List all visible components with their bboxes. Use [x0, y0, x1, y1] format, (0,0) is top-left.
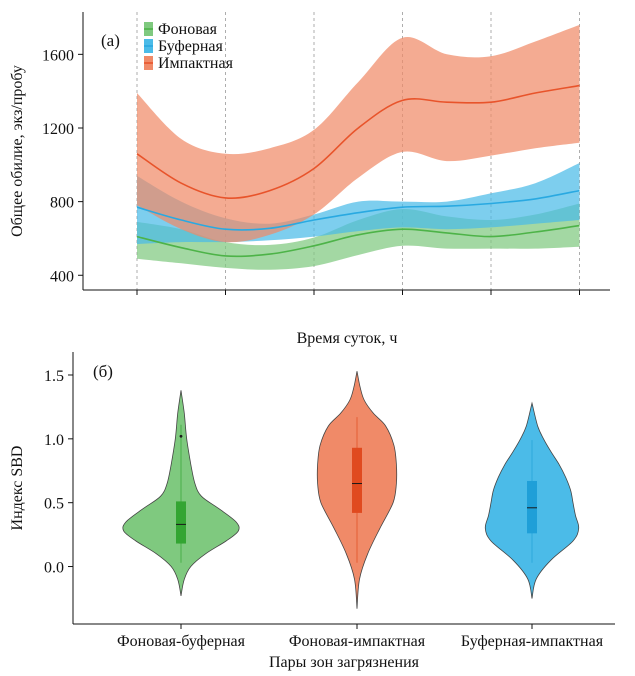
- panel-b-y-tick-label: 0.0: [44, 560, 64, 577]
- box-Фоновая-буферная: [176, 501, 186, 544]
- panel-b-y-ticks: 0.0 0.5 1.0 1.5: [44, 368, 73, 577]
- panel-a-mean-lines: [136, 84, 580, 258]
- panel-b-x-tick-label: Фоновая-буферная: [117, 633, 246, 650]
- panel-b-violin-chart: 0.0 0.5 1.0 1.5 Фоновая-буферная Фоновая-имп…: [9, 352, 615, 671]
- panel-a-y-ticks: 400 800 1200 1600: [42, 47, 83, 285]
- mean-line-Фоновая: [136, 224, 580, 258]
- panel-b-label: (б): [93, 362, 113, 381]
- panel-b-x-label: Пары зон загрязнения: [269, 654, 420, 671]
- legend-label-Импактная: Импактная: [158, 55, 234, 72]
- panel-a-y-tick-label: 1200: [42, 121, 74, 138]
- outlier-Фоновая-буферная: [179, 434, 183, 438]
- panel-a-y-tick-label: 400: [50, 268, 74, 285]
- panel-b-violins: [122, 371, 580, 609]
- panel-b-y-label: Индекс SBD: [9, 446, 26, 531]
- mean-line-Импактная: [136, 84, 580, 199]
- panel-a-line-chart: 400 800 1200 1600 (a) ФоноваяБуфернаяИмпакт…: [9, 12, 610, 347]
- legend-label-Буферная: Буферная: [158, 38, 224, 55]
- legend-label-Фоновая: Фоновая: [158, 21, 218, 38]
- panel-b-y-tick-label: 1.5: [44, 368, 64, 385]
- panel-a-y-tick-label: 1600: [42, 47, 74, 64]
- panel-a-label: (a): [101, 31, 120, 50]
- box-Буферная-импактная: [527, 480, 537, 534]
- panel-a-y-tick-label: 800: [50, 195, 74, 212]
- panel-a-confidence-bands: [137, 24, 580, 270]
- mean-line-Буферная: [136, 189, 580, 231]
- panel-b-y-tick-label: 0.5: [44, 496, 64, 513]
- panel-a-x-label: Время суток, ч: [297, 330, 398, 347]
- panel-b-x-tick-label: Фоновая-импактная: [289, 633, 426, 650]
- panel-b-x-ticks: Фоновая-буферная Фоновая-импактная Буферна…: [117, 624, 604, 650]
- band-Импактная: [137, 24, 580, 243]
- box-Фоновая-импактная: [352, 447, 362, 513]
- panel-a-x-ticks: [136, 290, 580, 295]
- panel-b-y-tick-label: 1.0: [44, 432, 64, 449]
- panel-a-y-label: Общее обилие, экз/пробу: [9, 65, 26, 237]
- panel-b-x-tick-label: Буферная-импактная: [461, 633, 604, 650]
